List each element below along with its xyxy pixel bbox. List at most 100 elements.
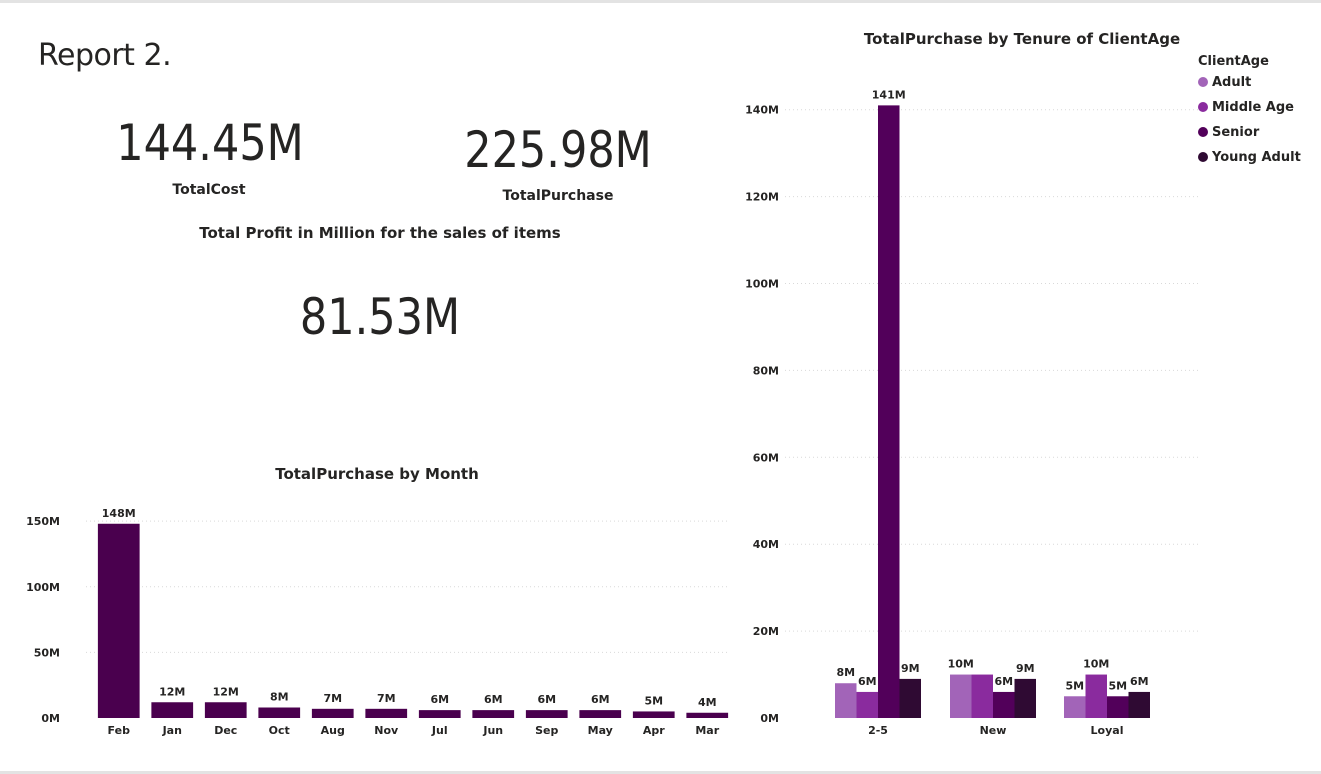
month-data-label: 12M [213, 685, 239, 698]
tenure-data-label: 6M [858, 675, 877, 688]
month-data-label: 7M [377, 692, 396, 705]
month-x-tick-label: Oct [269, 724, 290, 737]
month-bar [686, 712, 729, 718]
tenure-data-label: 141M [872, 88, 906, 101]
month-x-tick-label: Mar [695, 724, 719, 737]
tenure-y-tick-label: 0M [760, 712, 779, 725]
tenure-data-label: 5M [1065, 679, 1084, 692]
tenure-bar [993, 691, 1015, 718]
month-bar [311, 708, 354, 718]
month-x-tick-label: Aug [321, 724, 345, 737]
month-bar [151, 702, 194, 718]
month-y-tick-label: 50M [34, 646, 60, 659]
tenure-y-tick-label: 100M [745, 278, 779, 291]
month-bar [632, 711, 675, 718]
legend-label: Senior [1212, 125, 1260, 140]
tenure-data-label: 5M [1108, 679, 1127, 692]
tenure-data-label: 9M [1016, 662, 1035, 675]
month-data-label: 4M [698, 696, 717, 709]
tenure-y-tick-label: 40M [753, 538, 779, 551]
tenure-bar [971, 674, 993, 718]
month-data-label: 6M [537, 693, 556, 706]
legend-label: Young Adult [1212, 150, 1301, 165]
month-bar [579, 710, 622, 718]
profit-card-title: Total Profit in Million for the sales of… [199, 224, 561, 242]
legend-item[interactable]: Senior [1198, 125, 1259, 140]
month-chart: 0M 50M 100M 150M 148M Feb 12M Jan 12M Dec 8M Oct 7M A… [26, 507, 729, 737]
tenure-y-tick-label: 140M [745, 104, 779, 117]
tenure-data-label: 6M [1130, 675, 1149, 688]
tenure-y-tick-label: 120M [745, 191, 779, 204]
legend-item[interactable]: Young Adult [1198, 150, 1301, 165]
legend-dot-icon [1198, 77, 1208, 87]
legend-item[interactable]: Middle Age [1198, 100, 1294, 115]
top-border [0, 0, 1321, 3]
legend-dot-icon [1198, 127, 1208, 137]
month-bar [97, 523, 140, 718]
total-purchase-label: TotalPurchase [502, 188, 614, 204]
tenure-bar [899, 678, 921, 718]
month-x-tick-label: Jan [162, 724, 182, 737]
month-chart-title: TotalPurchase by Month [275, 465, 479, 483]
month-x-tick-label: May [588, 724, 613, 737]
report-title: Report 2. [38, 38, 172, 73]
month-y-tick-label: 0M [41, 712, 60, 725]
month-bar [418, 710, 461, 718]
tenure-bar [878, 105, 900, 718]
legend-label: Adult [1212, 75, 1252, 90]
legend-dot-icon [1198, 152, 1208, 162]
month-data-label: 5M [644, 694, 663, 707]
month-bar [204, 702, 247, 718]
month-data-label: 6M [591, 693, 610, 706]
month-bar [525, 710, 568, 718]
month-x-tick-label: Jul [431, 724, 448, 737]
total-cost-value: 144.45M [116, 114, 304, 172]
month-y-tick-label: 150M [26, 515, 60, 528]
legend-item[interactable]: Adult [1198, 75, 1251, 90]
month-data-label: 7M [323, 692, 342, 705]
tenure-data-label: 10M [1083, 658, 1109, 671]
month-x-tick-label: Sep [535, 724, 558, 737]
tenure-bar [835, 683, 857, 718]
month-x-tick-label: Jun [482, 724, 503, 737]
month-y-tick-label: 100M [26, 581, 60, 594]
tenure-bar [1085, 674, 1107, 718]
profit-value: 81.53M [299, 288, 461, 346]
month-data-label: 148M [102, 507, 136, 520]
month-data-label: 12M [159, 685, 185, 698]
tenure-data-label: 9M [901, 662, 920, 675]
tenure-chart: 0M20M40M60M80M100M120M140M8M6M141M9M2-51… [745, 88, 1200, 737]
total-cost-label: TotalCost [172, 182, 246, 198]
tenure-chart-title: TotalPurchase by Tenure of ClientAge [863, 30, 1181, 48]
month-x-tick-label: Apr [643, 724, 665, 737]
tenure-x-tick-label: 2-5 [868, 724, 888, 737]
month-x-tick-label: Feb [108, 724, 131, 737]
month-bar [258, 707, 301, 718]
tenure-bar [1107, 696, 1129, 718]
tenure-bar [950, 674, 972, 718]
month-bar [365, 708, 408, 718]
bottom-border [0, 771, 1321, 774]
tenure-x-tick-label: Loyal [1091, 724, 1124, 737]
tenure-data-label: 10M [948, 658, 974, 671]
tenure-bar [856, 691, 878, 718]
month-data-label: 6M [484, 693, 503, 706]
tenure-bar [1064, 696, 1086, 718]
total-purchase-value: 225.98M [464, 121, 652, 179]
month-x-tick-label: Nov [374, 724, 399, 737]
tenure-data-label: 6M [994, 675, 1013, 688]
legend-title: ClientAge [1198, 54, 1269, 69]
tenure-data-label: 8M [836, 666, 855, 679]
tenure-y-tick-label: 80M [753, 364, 779, 377]
month-data-label: 6M [430, 693, 449, 706]
tenure-x-tick-label: New [980, 724, 1007, 737]
month-bar [472, 710, 515, 718]
tenure-y-tick-label: 60M [753, 451, 779, 464]
legend-label: Middle Age [1212, 100, 1294, 115]
month-x-tick-label: Dec [214, 724, 237, 737]
tenure-y-tick-label: 20M [753, 625, 779, 638]
legend-dot-icon [1198, 102, 1208, 112]
tenure-bar [1128, 691, 1150, 718]
tenure-bar [1014, 678, 1036, 718]
month-data-label: 8M [270, 691, 289, 704]
